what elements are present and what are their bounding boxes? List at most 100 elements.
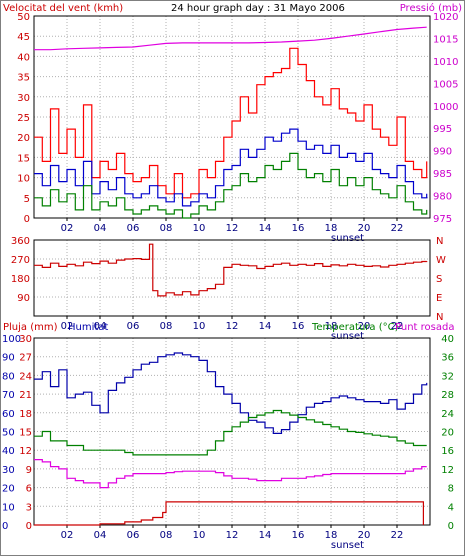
wind-series-line-2 (34, 128, 428, 207)
wind-speed-tick-label: 35 (17, 73, 30, 84)
rain-tick-label: 30 (19, 334, 32, 345)
wind-panel-xtick-label: 16 (292, 223, 305, 234)
climate-panel-xtick-label: 06 (127, 530, 140, 541)
rain-tick-label: 18 (19, 409, 32, 420)
direction-tick-label: 180 (11, 274, 30, 285)
temperature-tick-label: 24 (441, 409, 454, 420)
wind-panel-xtick-label: 18 (325, 223, 338, 234)
humidity-axis-label: Humitat (68, 322, 108, 333)
humidity-tick-label: 70 (2, 390, 15, 401)
sunset-label: sunset (331, 331, 364, 342)
pressure-tick-label: 1015 (433, 34, 458, 45)
wind-speed-tick-label: 20 (17, 133, 30, 144)
direction-panel-xtick-label: 18 (325, 321, 338, 332)
pressure-tick-label: 975 (433, 214, 452, 225)
rain-axis-label: Pluja (mm) (3, 322, 58, 333)
compass-label: S (436, 274, 442, 285)
pressure-tick-label: 980 (433, 192, 452, 203)
rain-humidity-temp-panel: 02 04 06 08 10 12 14 16 18 20 22010203040506070809… (2, 334, 454, 551)
humidity-tick-label: 90 (2, 353, 15, 364)
wind-series-line-1 (34, 47, 428, 199)
direction-tick-label: 270 (11, 255, 30, 266)
direction-panel-xtick-label: 12 (226, 321, 239, 332)
pressure-tick-label: 1010 (433, 57, 458, 68)
climate-series-line-0 (34, 352, 428, 434)
humidity-tick-label: 40 (2, 446, 15, 457)
humidity-tick-label: 50 (2, 428, 15, 439)
compass-label: E (436, 293, 442, 304)
wind-speed-tick-label: 45 (17, 32, 30, 43)
humidity-tick-label: 60 (2, 409, 15, 420)
direction-panel-xtick-label: 14 (259, 321, 272, 332)
wind-series-line-3 (34, 152, 428, 219)
wind-panel-xtick-label: 20 (358, 223, 371, 234)
direction-panel-xtick-label: 22 (391, 321, 404, 332)
temperature-tick-label: 16 (441, 446, 454, 457)
wind-panel-xtick-label: 12 (226, 223, 239, 234)
pressure-tick-label: 1020 (433, 12, 458, 23)
temperature-tick-label: 28 (441, 390, 454, 401)
temperature-tick-label: 36 (441, 353, 454, 364)
rain-tick-label: 3 (26, 502, 32, 513)
rain-tick-label: 15 (19, 428, 32, 439)
sunset-label: sunset (331, 540, 364, 551)
rain-tick-label: 12 (19, 446, 32, 457)
climate-series-line-3 (34, 501, 424, 526)
pressure-tick-label: 995 (433, 124, 452, 135)
rain-tick-label: 27 (19, 353, 32, 364)
climate-panel-xtick-label: 18 (325, 530, 338, 541)
rain-tick-label: 6 (26, 484, 32, 495)
rain-tick-label: 24 (19, 371, 32, 382)
direction-series-line-0 (34, 243, 428, 297)
direction-panel-xtick-label: 06 (127, 321, 140, 332)
climate-panel-xtick-label: 22 (391, 530, 404, 541)
climate-panel-xtick-label: 02 (61, 530, 74, 541)
temperature-tick-label: 8 (448, 484, 454, 495)
wind-panel-xtick-label: 02 (61, 223, 74, 234)
compass-label: N (436, 312, 443, 323)
direction-panel-xtick-label: 20 (358, 321, 371, 332)
pressure-tick-label: 985 (433, 169, 452, 180)
wind-speed-tick-label: 25 (17, 113, 30, 124)
pressure-tick-label: 1005 (433, 79, 458, 90)
climate-series-line-1 (34, 409, 427, 456)
wind-speed-tick-label: 30 (17, 93, 30, 104)
direction-panel-xtick-label: 02 (61, 321, 74, 332)
temperature-tick-label: 12 (441, 465, 454, 476)
rain-tick-label: 0 (26, 521, 32, 532)
wind-speed-tick-label: 0 (24, 214, 30, 225)
rain-tick-label: 21 (19, 390, 32, 401)
climate-panel-xtick-label: 08 (160, 530, 173, 541)
wind-panel-xtick-label: 06 (127, 223, 140, 234)
direction-tick-label: 360 (11, 236, 30, 247)
rain-tick-label: 9 (26, 465, 32, 476)
dew-point-axis-label: Punt rosada (395, 322, 454, 333)
humidity-tick-label: 0 (2, 521, 8, 532)
wind-series-line-0 (34, 26, 427, 51)
climate-panel-xtick-label: 10 (193, 530, 206, 541)
pressure-tick-label: 990 (433, 147, 452, 158)
temperature-tick-label: 4 (448, 502, 454, 513)
climate-panel-xtick-label: 14 (259, 530, 272, 541)
direction-panel-xtick-label: 16 (292, 321, 305, 332)
temperature-tick-label: 32 (441, 371, 454, 382)
humidity-tick-label: 20 (2, 484, 15, 495)
wind-speed-tick-label: 5 (24, 194, 30, 205)
humidity-tick-label: 10 (2, 502, 15, 513)
pressure-axis-label: Pressió (mb) (400, 2, 462, 14)
direction-panel-xtick-label: 10 (193, 321, 206, 332)
direction-tick-label: 90 (17, 293, 30, 304)
compass-label: W (436, 255, 446, 266)
sunset-label: sunset (331, 233, 364, 244)
wind-panel-xtick-label: 22 (391, 223, 404, 234)
climate-panel-xtick-label: 20 (358, 530, 371, 541)
temperature-tick-label: 0 (448, 521, 454, 532)
pressure-tick-label: 1000 (433, 102, 458, 113)
compass-label: N (436, 236, 443, 247)
wind-speed-axis-label: Velocitat del vent (kmh) (3, 3, 123, 14)
temperature-tick-label: 20 (441, 428, 454, 439)
chart-title: 24 hour graph day : 31 Mayo 2006 (171, 3, 345, 14)
wind-speed-tick-label: 50 (17, 12, 30, 23)
